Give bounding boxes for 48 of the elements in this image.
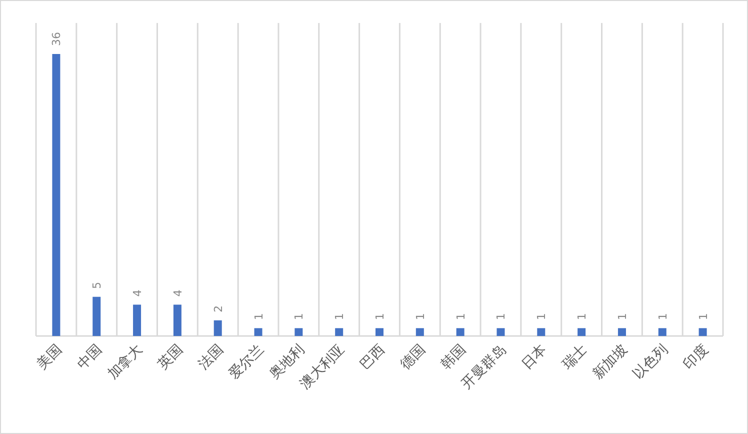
x-tick-label: 瑞士 xyxy=(559,342,590,373)
bar xyxy=(173,304,182,336)
data-label: 1 xyxy=(616,313,629,320)
data-label: 1 xyxy=(292,313,306,320)
data-label: 1 xyxy=(454,313,468,320)
data-label: 1 xyxy=(656,313,670,320)
bar xyxy=(658,328,666,336)
bar xyxy=(698,328,707,336)
data-label: 5 xyxy=(90,282,104,289)
x-tick-label: 英国 xyxy=(155,342,186,373)
data-label: 1 xyxy=(576,313,589,320)
bar xyxy=(335,328,344,336)
bar xyxy=(618,328,626,336)
x-tick-label: 日本 xyxy=(518,342,550,373)
x-tick-label: 新加坡 xyxy=(590,342,631,383)
bar xyxy=(92,296,101,336)
bar xyxy=(496,328,505,336)
data-label: 1 xyxy=(333,313,346,320)
x-tick-label: 巴西 xyxy=(357,342,388,373)
bar xyxy=(376,328,384,336)
x-tick-label: 爱尔兰 xyxy=(226,342,268,383)
x-tick-label: 以色列 xyxy=(630,342,672,383)
x-tick-label: 中国 xyxy=(74,342,106,373)
x-tick-label: 美国 xyxy=(34,342,66,373)
data-label: 1 xyxy=(374,313,386,320)
bar xyxy=(456,328,464,336)
data-label: 4 xyxy=(171,290,184,297)
data-label: 2 xyxy=(212,305,225,312)
x-tick-label: 印度 xyxy=(680,342,712,373)
bar xyxy=(254,328,262,336)
data-label: 1 xyxy=(696,313,710,320)
x-tick-label: 加拿大 xyxy=(104,342,146,383)
bar xyxy=(133,304,142,336)
data-label: 4 xyxy=(131,290,144,297)
data-label: 1 xyxy=(535,313,548,320)
bar xyxy=(416,328,424,336)
bar xyxy=(214,320,222,336)
x-tick-label: 德国 xyxy=(398,342,429,373)
bar xyxy=(52,54,60,336)
x-tick-label: 法国 xyxy=(196,342,227,373)
bar xyxy=(294,328,303,336)
data-label: 1 xyxy=(252,313,266,320)
data-label: 1 xyxy=(494,313,508,320)
x-tick-label: 韩国 xyxy=(438,342,470,373)
data-label: 36 xyxy=(50,32,64,46)
bar xyxy=(537,328,546,336)
bar xyxy=(578,328,586,336)
data-label: 1 xyxy=(414,313,427,320)
